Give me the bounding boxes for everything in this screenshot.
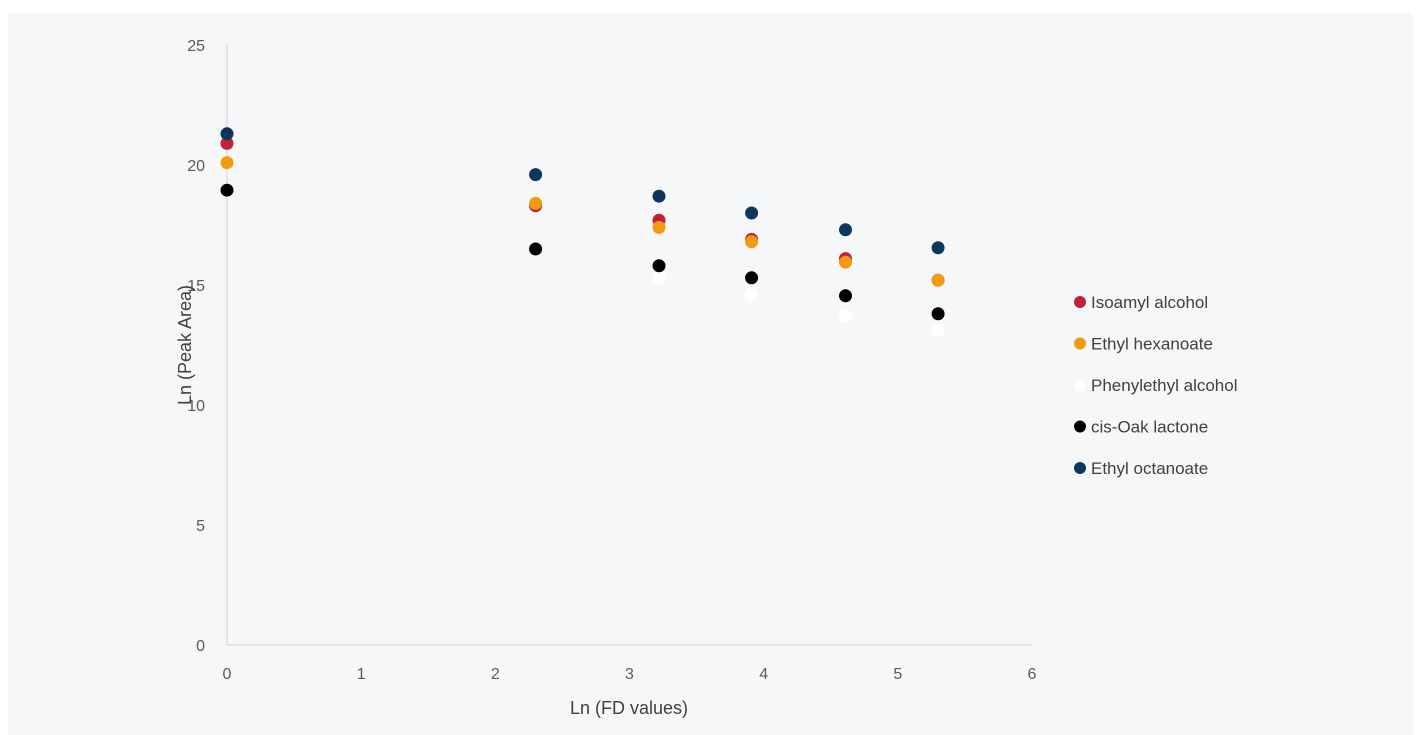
legend-label: Ethyl hexanoate bbox=[1091, 335, 1213, 354]
y-tick-label: 5 bbox=[196, 518, 205, 535]
x-tick-label: 6 bbox=[1028, 666, 1037, 683]
legend-marker bbox=[1074, 296, 1086, 308]
data-point bbox=[220, 136, 234, 150]
legend-marker bbox=[1074, 462, 1086, 474]
data-point bbox=[220, 127, 234, 141]
legend-marker bbox=[1074, 379, 1086, 391]
y-tick-label: 20 bbox=[187, 158, 205, 175]
series-4 bbox=[220, 127, 945, 255]
legend-label: Phenylethyl alcohol bbox=[1091, 376, 1237, 395]
series-2 bbox=[220, 184, 945, 338]
x-tick-label: 3 bbox=[625, 666, 634, 683]
x-tick-label: 2 bbox=[491, 666, 500, 683]
data-point bbox=[652, 271, 666, 285]
data-point bbox=[745, 235, 759, 249]
legend-label: cis-Oak lactone bbox=[1091, 418, 1208, 437]
y-tick-label: 25 bbox=[187, 38, 205, 55]
series-3 bbox=[220, 183, 945, 321]
axes bbox=[226, 45, 1032, 646]
data-point bbox=[220, 156, 234, 170]
y-tick-labels: 0 5 10 15 20 25 bbox=[187, 38, 205, 655]
data-point bbox=[931, 273, 945, 287]
y-tick-label: 15 bbox=[187, 278, 205, 295]
x-tick-labels: 0 1 2 3 4 5 6 bbox=[223, 666, 1037, 683]
legend-item: cis-Oak lactone bbox=[1074, 418, 1208, 437]
data-point bbox=[529, 196, 543, 210]
chart-area: 0 5 10 15 20 25 0 1 2 3 4 5 6 Ln (FD values) Ln (Pe… bbox=[8, 13, 1414, 735]
data-points bbox=[220, 127, 945, 338]
data-point bbox=[745, 288, 759, 302]
legend-item: Phenylethyl alcohol bbox=[1074, 376, 1237, 395]
data-point bbox=[745, 206, 759, 220]
x-tick-label: 5 bbox=[893, 666, 902, 683]
legend-label: Ethyl octanoate bbox=[1091, 459, 1208, 478]
data-point bbox=[652, 189, 666, 203]
data-point bbox=[931, 241, 945, 255]
x-tick-label: 0 bbox=[223, 666, 232, 683]
x-axis-title: Ln (FD values) bbox=[570, 698, 688, 718]
data-point bbox=[839, 309, 853, 323]
y-tick-label: 0 bbox=[196, 638, 205, 655]
data-point bbox=[220, 183, 234, 197]
data-point bbox=[931, 307, 945, 321]
data-point bbox=[652, 220, 666, 234]
legend-marker bbox=[1074, 337, 1086, 350]
y-axis-title: Ln (Peak Area) bbox=[175, 285, 195, 405]
scatter-chart: 0 5 10 15 20 25 0 1 2 3 4 5 6 Ln (FD values) Ln (Pe… bbox=[175, 38, 1237, 718]
data-point bbox=[839, 223, 853, 237]
x-tick-label: 1 bbox=[357, 666, 366, 683]
data-point bbox=[931, 324, 945, 338]
data-point bbox=[529, 242, 543, 256]
legend-marker bbox=[1074, 420, 1086, 433]
y-tick-label: 10 bbox=[187, 398, 205, 415]
legend-item: Ethyl hexanoate bbox=[1074, 335, 1213, 354]
legend-label: Isoamyl alcohol bbox=[1091, 293, 1208, 312]
legend-item: Ethyl octanoate bbox=[1074, 459, 1208, 478]
data-point bbox=[745, 271, 759, 285]
x-tick-label: 4 bbox=[759, 666, 768, 683]
series-1 bbox=[220, 156, 945, 287]
legend: Isoamyl alcohol Ethyl hexanoate Phenylethy… bbox=[1074, 293, 1237, 478]
legend-item: Isoamyl alcohol bbox=[1074, 293, 1208, 312]
series-0 bbox=[220, 136, 945, 287]
data-point bbox=[839, 255, 853, 269]
data-point bbox=[529, 168, 543, 182]
data-point bbox=[652, 259, 666, 273]
data-point bbox=[839, 289, 853, 303]
